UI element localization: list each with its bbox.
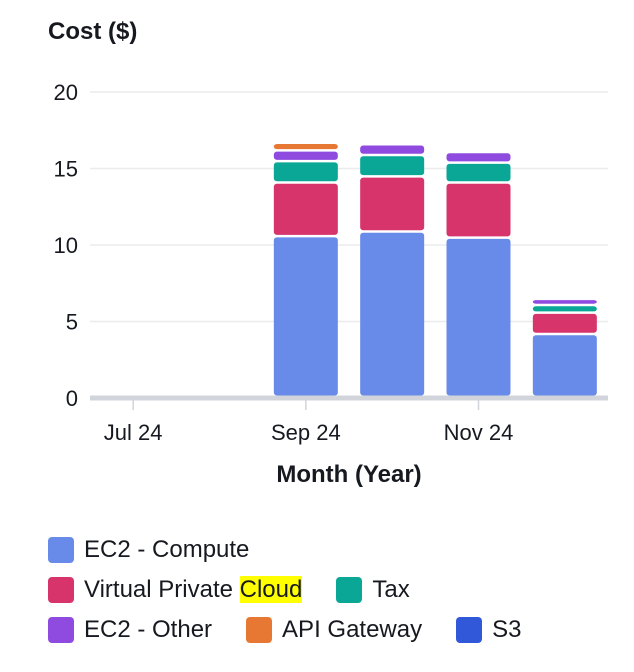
legend-item-ec2-other[interactable]: EC2 - Other xyxy=(48,616,212,644)
legend-row: Virtual Private Cloud Tax xyxy=(48,570,555,610)
legend-swatch xyxy=(48,617,74,643)
chart-legend: EC2 - Compute Virtual Private Cloud Tax … xyxy=(48,530,555,650)
x-axis-title: Month (Year) xyxy=(276,461,421,488)
bar-segment-api-gateway xyxy=(273,144,338,150)
x-tick-label: Sep 24 xyxy=(271,420,341,445)
y-tick-label: 15 xyxy=(54,157,78,182)
legend-item-s3[interactable]: S3 xyxy=(456,616,521,644)
bar-segment-ec2-compute xyxy=(532,335,597,396)
x-tick-label: Nov 24 xyxy=(444,420,514,445)
bar-segment-tax xyxy=(273,162,338,182)
legend-item-ec2-compute[interactable]: EC2 - Compute xyxy=(48,536,249,564)
legend-item-tax[interactable]: Tax xyxy=(336,576,410,604)
legend-label: API Gateway xyxy=(282,616,423,643)
legend-swatch xyxy=(48,537,74,563)
bar-segment-virtual-private-cloud xyxy=(273,183,338,235)
legend-swatch xyxy=(246,617,273,643)
chart-title: Cost ($) xyxy=(48,18,138,45)
y-tick-label: 0 xyxy=(66,386,78,411)
legend-swatch xyxy=(48,577,74,603)
bar-segment-virtual-private-cloud xyxy=(360,177,425,231)
legend-item-api-gateway[interactable]: API Gateway xyxy=(246,616,422,644)
bar-segment-tax xyxy=(446,163,511,182)
legend-label-text: Virtual Private xyxy=(84,576,240,603)
bar-segment-virtual-private-cloud xyxy=(446,183,511,237)
legend-row: EC2 - Compute xyxy=(48,530,555,570)
bar-segment-ec2-compute xyxy=(273,237,338,396)
y-tick-label: 5 xyxy=(66,310,78,335)
legend-row: EC2 - Other API Gateway S3 xyxy=(48,610,555,650)
stacked-bar-chart: 0 5 10 15 20 Jul 24 Sep 24 Nov 24 Month (Year) xyxy=(54,80,608,488)
legend-item-virtual-private-cloud[interactable]: Virtual Private Cloud xyxy=(48,576,303,604)
legend-label: Virtual Private Cloud xyxy=(84,576,303,604)
bar-segment-ec2-other xyxy=(446,153,511,162)
legend-label-highlight: Cloud xyxy=(239,576,303,603)
legend-swatch xyxy=(336,577,363,603)
bar-segment-virtual-private-cloud xyxy=(532,313,597,333)
bar-segment-tax xyxy=(360,156,425,176)
legend-swatch xyxy=(456,617,483,643)
legend-label: EC2 - Other xyxy=(84,616,213,643)
legend-label: S3 xyxy=(492,616,522,643)
bar-segment-ec2-compute xyxy=(360,232,425,396)
y-tick-label: 20 xyxy=(54,80,78,105)
bar-segment-tax xyxy=(532,306,597,312)
legend-label: Tax xyxy=(372,576,410,603)
bar-segment-ec2-other xyxy=(273,151,338,160)
legend-label: EC2 - Compute xyxy=(84,536,250,563)
x-tick-label: Jul 24 xyxy=(104,420,163,445)
y-tick-label: 10 xyxy=(54,233,78,258)
bar-segment-ec2-compute xyxy=(446,238,511,396)
bar-segment-ec2-other xyxy=(532,300,597,304)
bar-segment-ec2-other xyxy=(360,145,425,154)
